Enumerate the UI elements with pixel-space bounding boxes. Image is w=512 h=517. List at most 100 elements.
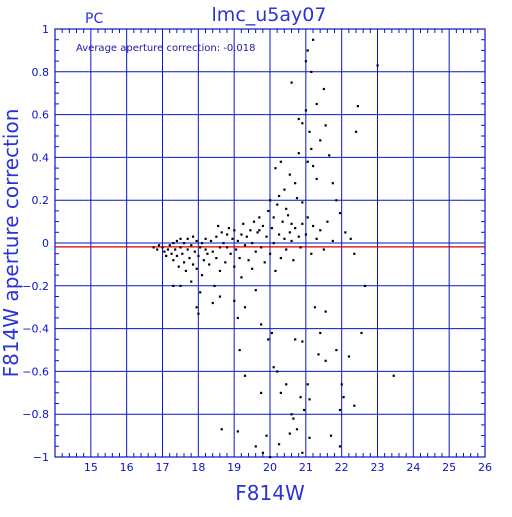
data-point: [226, 233, 229, 236]
data-point: [211, 301, 214, 305]
data-point: [292, 417, 295, 420]
data-point: [156, 248, 159, 251]
x-tick-label: 23: [371, 461, 385, 474]
data-point: [306, 160, 309, 163]
data-point: [301, 222, 304, 225]
data-point: [165, 254, 168, 258]
data-point: [306, 216, 309, 219]
data-point: [152, 246, 155, 249]
data-point: [199, 246, 202, 249]
data-point: [218, 295, 222, 298]
data-point: [297, 117, 300, 121]
x-tick-label: 20: [263, 461, 277, 474]
data-point: [218, 269, 222, 273]
data-point: [204, 237, 207, 240]
data-point: [209, 239, 213, 243]
data-point: [338, 212, 342, 215]
data-point: [324, 124, 327, 127]
data-point: [272, 216, 275, 219]
data-point: [211, 250, 214, 253]
data-point: [355, 130, 358, 133]
data-point: [166, 248, 170, 251]
grid-layer: [55, 29, 485, 457]
data-point: [272, 242, 275, 245]
y-tick-label: 1: [42, 23, 49, 36]
data-point: [324, 359, 327, 362]
data-point: [315, 102, 318, 106]
data-point: [270, 331, 273, 335]
data-point: [247, 259, 250, 262]
data-point: [179, 237, 182, 240]
x-tick-label: 21: [299, 461, 313, 474]
data-point: [313, 306, 316, 309]
data-point: [163, 250, 166, 253]
y-axis-title: F814W aperture correction: [0, 109, 23, 378]
data-point: [174, 248, 177, 251]
data-point: [267, 209, 270, 213]
x-axis-title: F814W: [235, 481, 305, 505]
data-point: [299, 396, 302, 399]
x-tick-label: 25: [442, 461, 456, 474]
data-point: [200, 274, 204, 277]
data-point: [310, 70, 313, 73]
data-point: [240, 276, 243, 279]
data-point: [184, 269, 187, 273]
data-point: [236, 239, 239, 243]
data-point: [310, 147, 313, 151]
data-point: [290, 239, 293, 243]
data-point: [179, 246, 182, 249]
data-point: [328, 154, 331, 157]
data-point: [274, 269, 277, 273]
data-point: [306, 49, 309, 52]
y-tick-label: 0.2: [32, 194, 50, 207]
data-point: [304, 109, 308, 112]
data-point: [226, 246, 229, 249]
data-point: [274, 167, 277, 170]
data-point: [238, 256, 241, 260]
y-tick-label: 0.8: [32, 66, 50, 79]
average-correction-annotation: Average aperture correction: -0.018: [76, 43, 256, 54]
data-point: [236, 430, 239, 433]
data-point: [190, 244, 193, 247]
data-point: [322, 87, 325, 91]
camera-label: PC: [85, 11, 103, 27]
data-point: [260, 323, 263, 326]
data-point: [349, 237, 352, 240]
data-point: [243, 374, 247, 377]
data-point: [331, 239, 334, 243]
data-point: [324, 310, 327, 313]
data-point: [285, 383, 288, 386]
data-point: [224, 261, 227, 264]
data-point: [312, 164, 315, 168]
data-point: [342, 396, 345, 399]
data-point: [308, 436, 311, 439]
data-point: [295, 197, 299, 200]
data-point: [251, 242, 254, 245]
data-point: [202, 259, 205, 262]
data-point: [353, 252, 356, 255]
data-point: [261, 224, 265, 228]
data-point: [206, 252, 209, 255]
data-point: [335, 199, 338, 202]
data-point: [234, 248, 238, 251]
data-point: [157, 244, 161, 247]
data-point: [193, 250, 196, 253]
data-point: [188, 256, 191, 260]
data-point: [277, 194, 281, 198]
data-point: [227, 227, 230, 230]
data-point: [267, 338, 270, 341]
data-point: [242, 222, 245, 225]
data-point: [233, 299, 236, 302]
data-point: [363, 284, 367, 287]
data-point: [356, 105, 359, 108]
data-point: [175, 239, 179, 243]
data-point: [229, 252, 232, 255]
y-tick-label: −1: [33, 451, 49, 464]
data-point: [256, 231, 259, 234]
data-point: [204, 248, 207, 251]
data-point: [285, 248, 288, 251]
y-tick-label: −0.6: [22, 365, 49, 378]
data-point: [177, 265, 180, 268]
data-point: [281, 220, 284, 223]
data-point: [304, 60, 308, 63]
